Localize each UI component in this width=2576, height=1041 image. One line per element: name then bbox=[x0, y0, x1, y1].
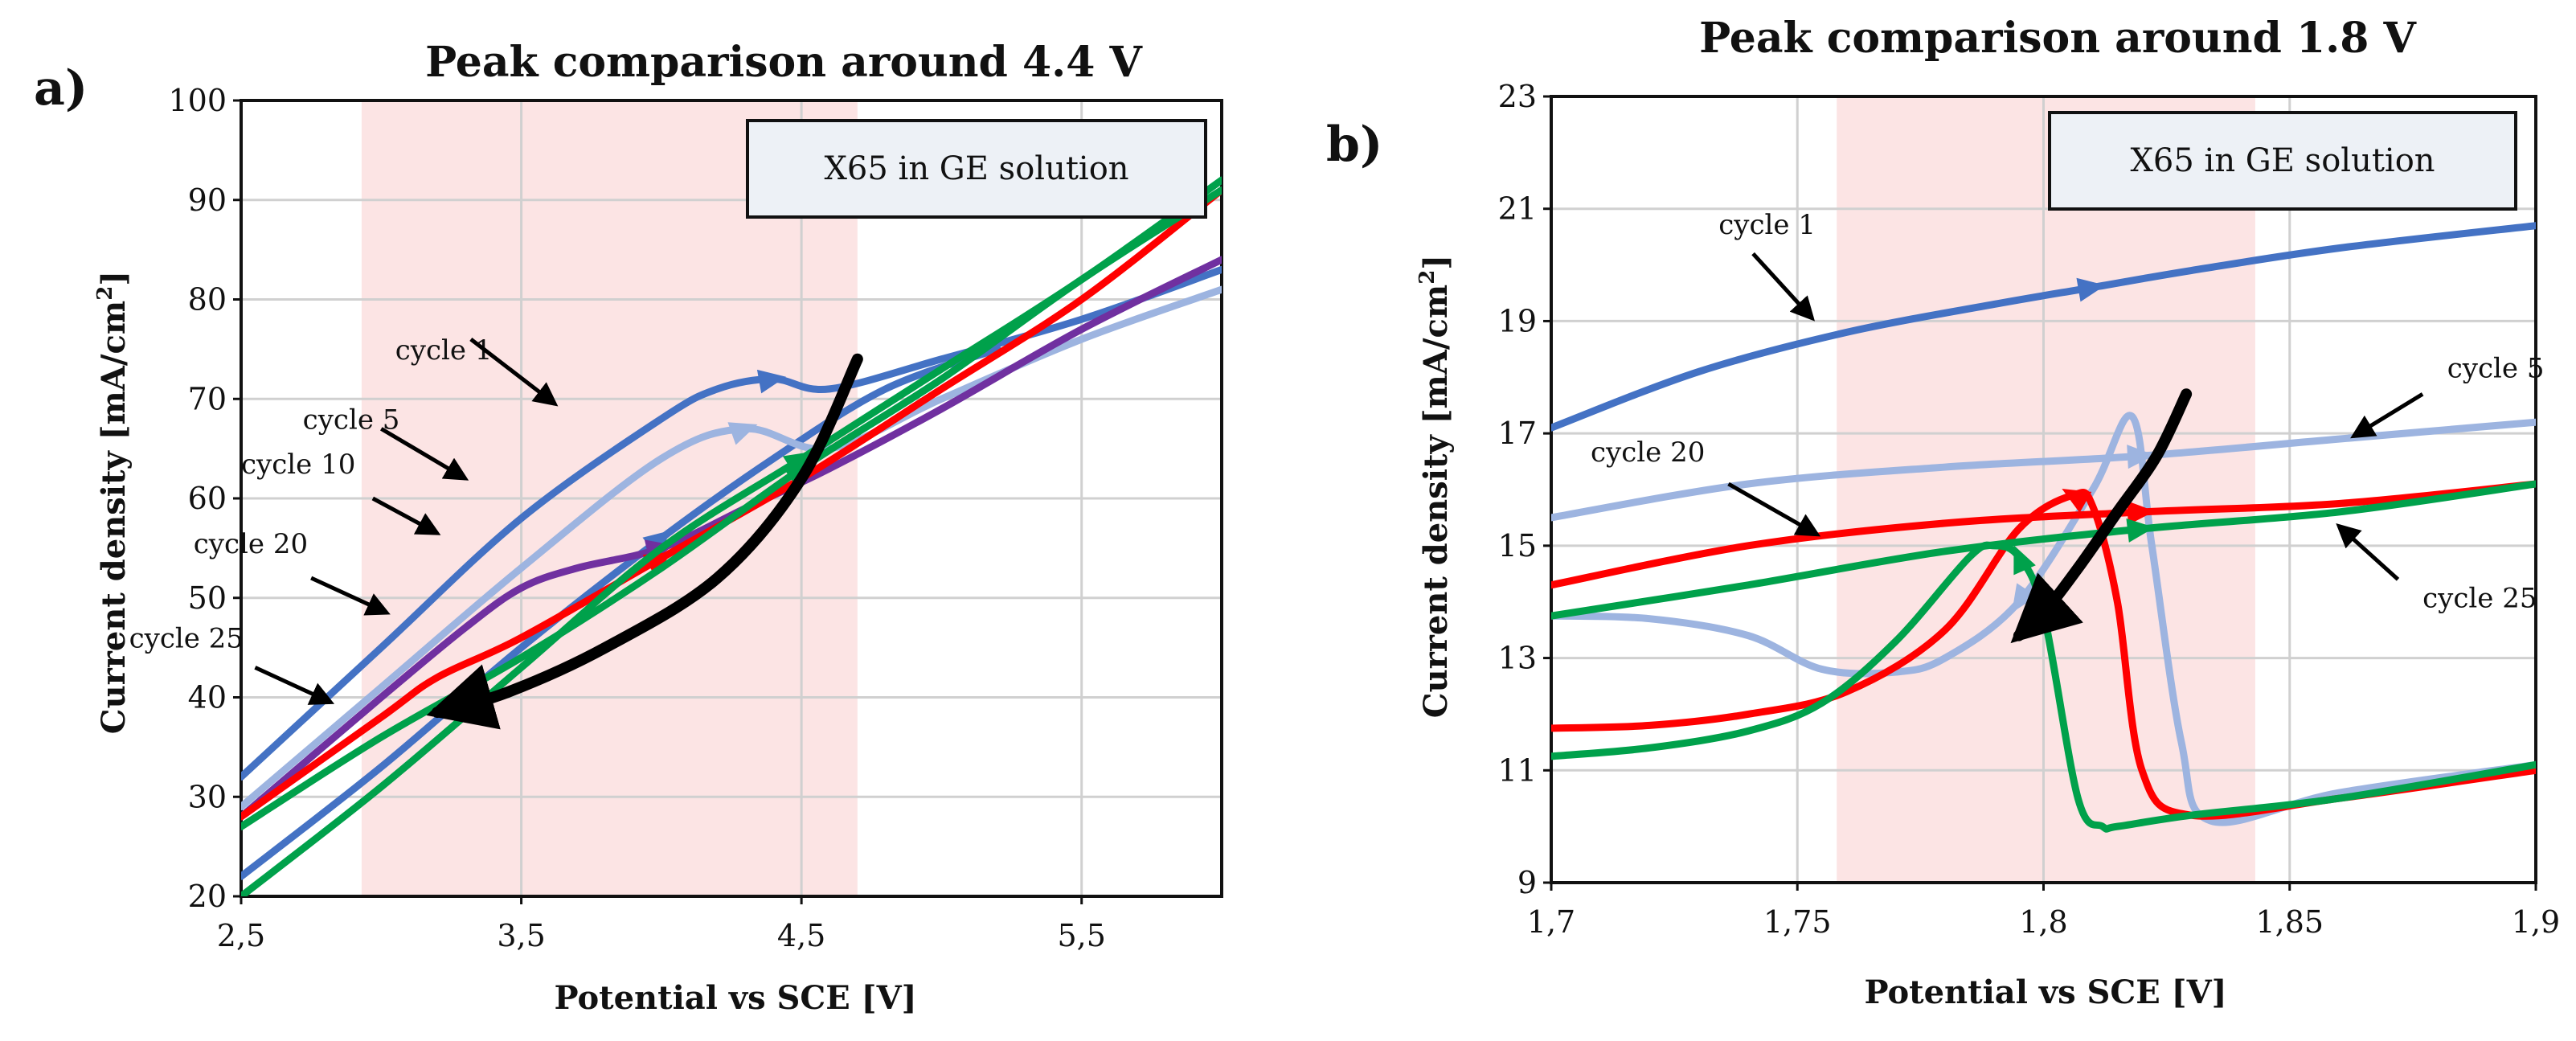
b-series-arrowhead-cycle-25-return bbox=[2013, 545, 2036, 576]
b-x-tick-label: 1,7 bbox=[1527, 904, 1575, 940]
a-annotation-arrow-cycle-25 bbox=[254, 666, 335, 705]
a-x-tick-label: 4,5 bbox=[777, 918, 825, 953]
panel-a-legend-box: X65 in GE solution bbox=[746, 119, 1207, 219]
panel-a: a) Peak comparison around 4.4 V 2,5 3,5 4,… bbox=[34, 38, 1223, 1017]
b-annotation-cycle-1: cycle 1 bbox=[1718, 209, 1816, 241]
b-annotation-cycle-5: cycle 5 bbox=[2447, 352, 2545, 384]
b-series-line-cycle-25 bbox=[1551, 480, 2536, 620]
b-y-tick-label: 9 bbox=[1517, 865, 1537, 900]
a-y-tick-label: 100 bbox=[168, 83, 227, 118]
b-series-line-cycle-20 bbox=[1551, 480, 2536, 589]
a-y-tick-label: 60 bbox=[188, 481, 227, 516]
panel-b-legend-box: X65 in GE solution bbox=[2048, 111, 2517, 211]
b-annotation-arrow-cycle-5 bbox=[2350, 392, 2424, 439]
a-trend-arrow bbox=[426, 353, 863, 730]
b-y-tick-label: 19 bbox=[1498, 303, 1537, 338]
a-y-tick-label: 20 bbox=[188, 879, 227, 914]
b-highlight-region bbox=[1837, 96, 2255, 883]
panel-b-title: Peak comparison around 1.8 V bbox=[1699, 14, 2417, 63]
a-series-arrowhead-cycle-1 bbox=[756, 369, 787, 394]
a-y-tick-label: 40 bbox=[188, 680, 227, 715]
panel-b: b) Peak comparison around 1.8 V 1,7 1,75 1… bbox=[1326, 14, 2560, 1011]
b-series-line-cycle-25-return bbox=[1551, 541, 2536, 833]
b-y-tick-label: 17 bbox=[1498, 416, 1537, 451]
b-y-tick-label: 23 bbox=[1498, 79, 1537, 114]
a-y-tick-label: 70 bbox=[188, 381, 227, 416]
a-y-tick-label: 90 bbox=[188, 182, 227, 218]
b-y-tick-label: 21 bbox=[1498, 191, 1537, 227]
a-y-tick-label: 50 bbox=[188, 580, 227, 616]
a-y-tick-label: 30 bbox=[188, 779, 227, 814]
b-x-tick-label: 1,9 bbox=[2512, 904, 2560, 940]
b-trend-arrow bbox=[2010, 388, 2193, 644]
a-annotation-arrow-cycle-1 bbox=[469, 338, 559, 407]
panel-b-x-axis-label: Potential vs SCE [V] bbox=[1864, 973, 2226, 1011]
panel-a-title: Peak comparison around 4.4 V bbox=[425, 38, 1143, 87]
a-y-tick-label: 80 bbox=[188, 282, 227, 318]
panel-b-label: b) bbox=[1326, 117, 1382, 173]
a-annotation-cycle-1: cycle 1 bbox=[395, 334, 493, 367]
a-x-tick-label: 5,5 bbox=[1057, 918, 1105, 953]
b-x-tick-label: 1,75 bbox=[1763, 904, 1832, 940]
b-annotation-cycle-20: cycle 20 bbox=[1591, 436, 1705, 469]
a-series-line-cycle-20 bbox=[241, 186, 1222, 821]
b-series-line-cycle-1 bbox=[1551, 222, 2536, 432]
b-x-tick-label: 1,85 bbox=[2255, 904, 2324, 940]
a-annotation-arrow-cycle-5 bbox=[380, 427, 469, 481]
a-annotation-arrow-cycle-10 bbox=[371, 496, 441, 535]
panel-a-y-axis-label: Current density [mA/cm2] bbox=[93, 271, 133, 734]
a-annotation-cycle-10: cycle 10 bbox=[241, 449, 355, 481]
a-series-group bbox=[241, 176, 1222, 896]
b-annotation-arrow-cycle-20 bbox=[1727, 482, 1821, 537]
a-series-line-cycle-10 bbox=[241, 256, 1222, 821]
b-y-tick-label: 15 bbox=[1498, 528, 1537, 564]
b-annotation-arrow-cycle-1 bbox=[1751, 252, 1816, 322]
panel-a-x-axis-label: Potential vs SCE [V] bbox=[554, 979, 916, 1017]
b-series-arrowhead-cycle-20 bbox=[2127, 500, 2155, 525]
panel-b-plot-area: 1,7 1,75 1,8 1,85 1,9 9 11 13 15 17 19 21 23 cycle 1 c… bbox=[1498, 79, 2561, 940]
panel-b-y-axis-label: Current density [mA/cm2] bbox=[1415, 255, 1455, 718]
b-series-line-cycle-5-return bbox=[1551, 412, 2536, 826]
a-annotation-arrow-cycle-20 bbox=[310, 576, 391, 616]
a-series-arrowhead-cycle-5 bbox=[727, 422, 758, 445]
b-y-tick-label: 11 bbox=[1498, 752, 1537, 788]
b-annotation-cycle-25: cycle 25 bbox=[2422, 583, 2537, 615]
a-series-line-cycle-25-forward bbox=[241, 186, 1222, 830]
b-series-arrowhead-cycle-1 bbox=[2076, 277, 2106, 302]
panel-a-plot-area: 2,5 3,5 4,5 5,5 20 30 40 50 60 70 80 90 100 cycle 1 cy… bbox=[129, 83, 1223, 953]
panel-a-label: a) bbox=[34, 60, 88, 117]
panel-b-legend-text: X65 in GE solution bbox=[2130, 142, 2435, 179]
a-annotation-cycle-20: cycle 20 bbox=[194, 528, 308, 560]
a-x-tick-label: 3,5 bbox=[497, 918, 545, 953]
b-series-arrowhead-cycle-25 bbox=[2126, 518, 2155, 543]
a-x-tick-label: 2,5 bbox=[217, 918, 265, 953]
b-y-tick-label: 13 bbox=[1498, 641, 1537, 676]
b-series-arrowhead-cycle-20-return bbox=[2062, 489, 2092, 513]
b-annotation-arrow-cycle-25 bbox=[2336, 523, 2400, 581]
b-x-tick-label: 1,8 bbox=[2019, 904, 2067, 940]
panel-a-legend-text: X65 in GE solution bbox=[824, 150, 1128, 187]
a-annotation-cycle-25: cycle 25 bbox=[129, 623, 244, 655]
